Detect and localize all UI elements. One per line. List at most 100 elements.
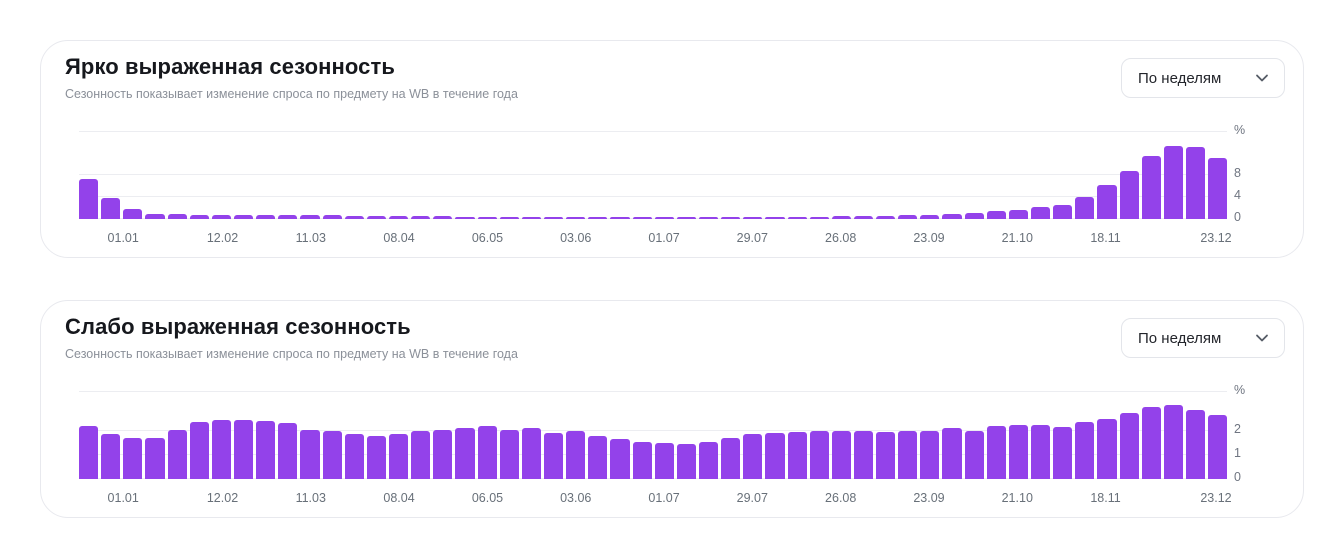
bar-week-25[interactable] xyxy=(610,439,630,479)
bar-week-33[interactable] xyxy=(787,431,807,479)
bar-week-38[interactable] xyxy=(898,215,918,219)
bar-week-11[interactable] xyxy=(300,215,320,219)
bar-week-8[interactable] xyxy=(233,419,254,479)
bar-week-14[interactable] xyxy=(366,215,386,219)
bar-week-46[interactable] xyxy=(1075,422,1095,479)
bar-week-48[interactable] xyxy=(1119,412,1139,479)
bar-week-29[interactable] xyxy=(698,441,719,479)
bar-week-16[interactable] xyxy=(411,430,431,479)
bar-week-38[interactable] xyxy=(898,430,918,479)
bar-week-25[interactable] xyxy=(610,217,630,219)
bar-week-6[interactable] xyxy=(189,422,209,479)
bar-week-29[interactable] xyxy=(698,217,719,219)
bar-week-3[interactable] xyxy=(123,437,143,479)
bar-week-30[interactable] xyxy=(721,437,741,479)
bar-week-10[interactable] xyxy=(278,215,298,219)
bar-week-6[interactable] xyxy=(189,214,209,219)
bar-week-20[interactable] xyxy=(499,429,519,479)
bar-week-13[interactable] xyxy=(344,215,364,219)
bar-week-28[interactable] xyxy=(676,444,696,479)
bar-week-27[interactable] xyxy=(654,442,674,479)
bar-week-45[interactable] xyxy=(1053,204,1073,219)
bar-week-4[interactable] xyxy=(145,213,165,219)
bar-week-39[interactable] xyxy=(920,214,940,219)
bar-week-1[interactable] xyxy=(79,425,99,479)
bar-week-37[interactable] xyxy=(876,431,896,479)
bar-week-36[interactable] xyxy=(853,430,874,479)
bar-week-3[interactable] xyxy=(123,209,143,219)
bar-week-46[interactable] xyxy=(1075,197,1095,219)
bar-week-36[interactable] xyxy=(853,216,874,219)
bar-week-9[interactable] xyxy=(256,214,276,219)
bar-week-42[interactable] xyxy=(986,211,1006,219)
bar-week-23[interactable] xyxy=(566,430,586,479)
bar-week-8[interactable] xyxy=(233,214,254,219)
bar-week-19[interactable] xyxy=(477,216,497,219)
bar-week-5[interactable] xyxy=(167,429,187,479)
bar-week-21[interactable] xyxy=(521,216,541,219)
bar-week-52[interactable] xyxy=(1208,158,1228,219)
bar-week-17[interactable] xyxy=(433,429,453,479)
bar-week-15[interactable] xyxy=(388,216,409,219)
bar-week-43[interactable] xyxy=(1008,424,1029,479)
period-dropdown[interactable]: По неделям xyxy=(1121,58,1285,98)
bar-week-15[interactable] xyxy=(388,434,409,479)
bar-week-4[interactable] xyxy=(145,437,165,479)
bar-week-16[interactable] xyxy=(411,216,431,219)
bar-week-39[interactable] xyxy=(920,430,940,479)
period-dropdown[interactable]: По неделям xyxy=(1121,318,1285,358)
bar-week-9[interactable] xyxy=(256,421,276,479)
bar-week-37[interactable] xyxy=(876,215,896,219)
bar-week-41[interactable] xyxy=(964,212,984,219)
bar-week-41[interactable] xyxy=(964,430,984,479)
bar-week-50[interactable] xyxy=(1163,405,1184,479)
bar-week-47[interactable] xyxy=(1097,184,1117,219)
bar-week-42[interactable] xyxy=(986,425,1006,479)
bar-week-49[interactable] xyxy=(1141,155,1161,219)
bar-week-52[interactable] xyxy=(1208,415,1228,479)
bar-week-22[interactable] xyxy=(543,217,564,219)
bar-week-26[interactable] xyxy=(632,441,652,479)
bar-week-13[interactable] xyxy=(344,434,364,479)
bar-week-1[interactable] xyxy=(79,178,99,219)
bar-week-34[interactable] xyxy=(809,430,829,479)
bar-week-27[interactable] xyxy=(654,217,674,219)
bar-week-47[interactable] xyxy=(1097,418,1117,479)
bar-week-28[interactable] xyxy=(676,217,696,219)
bar-week-2[interactable] xyxy=(101,434,121,479)
bar-week-14[interactable] xyxy=(366,435,386,479)
bar-week-22[interactable] xyxy=(543,433,564,479)
bar-week-48[interactable] xyxy=(1119,171,1139,219)
bar-week-5[interactable] xyxy=(167,214,187,219)
bar-week-18[interactable] xyxy=(455,216,475,219)
bar-week-51[interactable] xyxy=(1186,410,1206,479)
bar-week-32[interactable] xyxy=(765,217,785,219)
bar-week-49[interactable] xyxy=(1141,406,1161,479)
bar-week-51[interactable] xyxy=(1186,146,1206,219)
bar-week-43[interactable] xyxy=(1008,209,1029,219)
bar-week-26[interactable] xyxy=(632,217,652,219)
bar-week-44[interactable] xyxy=(1031,424,1051,479)
bar-week-50[interactable] xyxy=(1163,146,1184,219)
bar-week-35[interactable] xyxy=(831,430,851,479)
bar-week-31[interactable] xyxy=(743,217,763,219)
bar-week-40[interactable] xyxy=(942,428,962,479)
bar-week-31[interactable] xyxy=(743,434,763,479)
bar-week-2[interactable] xyxy=(101,198,121,219)
bar-week-34[interactable] xyxy=(809,216,829,219)
bar-week-35[interactable] xyxy=(831,216,851,219)
bar-week-12[interactable] xyxy=(322,215,342,219)
bar-week-44[interactable] xyxy=(1031,207,1051,219)
bar-week-32[interactable] xyxy=(765,433,785,479)
bar-week-10[interactable] xyxy=(278,423,298,479)
bar-week-20[interactable] xyxy=(499,216,519,219)
bar-week-45[interactable] xyxy=(1053,427,1073,479)
bar-week-11[interactable] xyxy=(300,429,320,479)
bar-week-40[interactable] xyxy=(942,214,962,219)
bar-week-24[interactable] xyxy=(588,217,608,219)
bar-week-7[interactable] xyxy=(211,419,231,479)
bar-week-17[interactable] xyxy=(433,216,453,219)
bar-week-18[interactable] xyxy=(455,428,475,479)
bar-week-24[interactable] xyxy=(588,435,608,479)
bar-week-33[interactable] xyxy=(787,217,807,219)
